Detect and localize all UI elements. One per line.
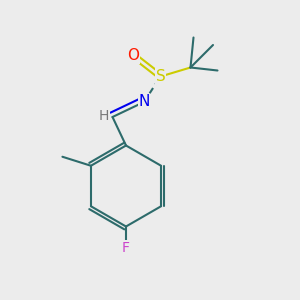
Text: N: N (138, 94, 150, 110)
Text: S: S (156, 69, 165, 84)
Text: H: H (99, 110, 109, 123)
Text: F: F (122, 241, 130, 254)
Text: O: O (128, 48, 140, 63)
